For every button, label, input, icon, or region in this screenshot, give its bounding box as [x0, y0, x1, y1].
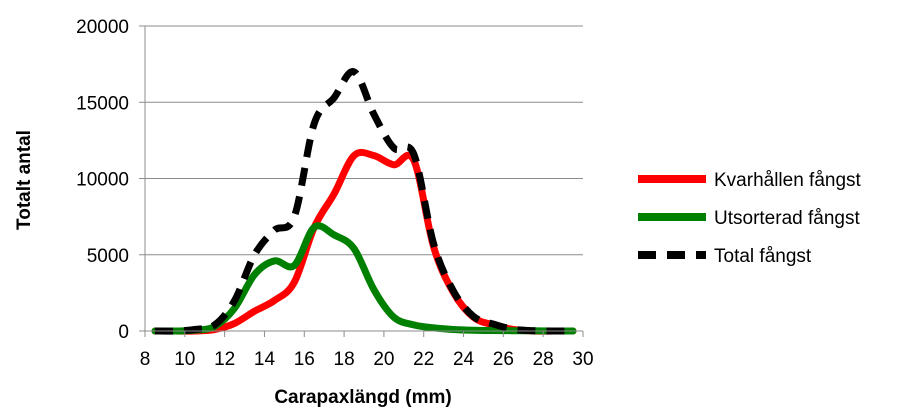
x-tick-label-2: 12	[214, 349, 235, 370]
x-tick-label-1: 10	[174, 349, 195, 370]
series-line-1	[151, 222, 577, 335]
y-tick-label-3: 15000	[76, 93, 129, 114]
series-line-0	[151, 148, 577, 335]
series-line-2	[154, 68, 574, 335]
y-tick-label-2: 10000	[76, 170, 129, 191]
x-tick-label-3: 14	[254, 349, 276, 370]
gridlines	[145, 25, 583, 256]
x-tick-label-10: 28	[533, 349, 554, 370]
x-tick-label-4: 16	[294, 349, 315, 370]
x-tick-label-6: 20	[373, 349, 394, 370]
legend-label-0: Kvarhållen fångst	[714, 170, 862, 191]
y-tick-labels: 0 5000 10000 15000 20000	[76, 17, 129, 343]
x-tick-label-5: 18	[334, 349, 355, 370]
y-tick-label-0: 0	[118, 322, 129, 343]
legend-label-2: Total fångst	[714, 246, 812, 267]
y-tick-label-1: 5000	[87, 246, 129, 267]
legend-label-1: Utsorterad fångst	[714, 208, 860, 229]
axes	[139, 25, 584, 337]
x-tick-label-11: 30	[572, 349, 593, 370]
x-tick-label-7: 22	[413, 349, 434, 370]
x-tick-label-8: 24	[453, 349, 475, 370]
y-axis-title: Totalt antal	[14, 130, 35, 230]
x-tick-labels: 8 10 12 14 16 18 20 22 24 26 28 30	[140, 349, 594, 370]
y-tick-label-4: 20000	[76, 17, 129, 38]
x-tick-label-0: 8	[140, 349, 151, 370]
x-tick-label-9: 26	[493, 349, 514, 370]
legend: Kvarhållen fångst Utsorterad fångst Total …	[638, 170, 862, 267]
x-axis-title: Carapaxlängd (mm)	[274, 387, 451, 408]
series-lines	[151, 68, 577, 335]
